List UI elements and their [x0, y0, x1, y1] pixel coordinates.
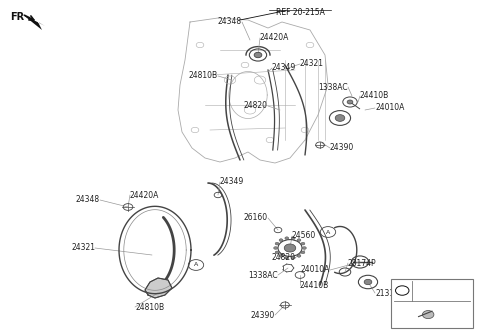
Text: 24321: 24321 [300, 59, 324, 69]
Circle shape [422, 310, 434, 319]
Text: 28174P: 28174P [348, 258, 377, 267]
Text: 21312A: 21312A [375, 289, 404, 297]
FancyBboxPatch shape [391, 279, 473, 328]
Text: 24410B: 24410B [300, 281, 329, 290]
Text: 24820: 24820 [244, 101, 268, 111]
Circle shape [254, 52, 262, 58]
Circle shape [285, 237, 288, 240]
Text: 24010A: 24010A [300, 265, 330, 275]
Circle shape [364, 279, 372, 285]
Text: 24820: 24820 [271, 253, 295, 262]
Polygon shape [22, 14, 45, 30]
Text: 24390: 24390 [251, 310, 275, 320]
Text: 24348: 24348 [218, 17, 242, 27]
Text: 26160: 26160 [244, 213, 268, 222]
Text: A: A [326, 229, 330, 235]
Text: 1: 1 [400, 288, 405, 294]
Circle shape [275, 242, 279, 245]
Circle shape [279, 255, 283, 257]
Text: REF 20-215A: REF 20-215A [276, 8, 324, 17]
Text: 24348: 24348 [76, 196, 100, 205]
Text: 24420A: 24420A [260, 34, 289, 42]
Circle shape [275, 251, 279, 254]
Circle shape [301, 242, 305, 245]
Circle shape [335, 115, 345, 121]
Text: 24321: 24321 [71, 244, 95, 252]
Circle shape [347, 100, 353, 104]
Circle shape [291, 237, 295, 240]
Circle shape [297, 239, 301, 242]
Circle shape [291, 256, 295, 259]
Polygon shape [145, 278, 172, 298]
Text: 1338AC: 1338AC [318, 83, 348, 91]
Circle shape [279, 239, 283, 242]
Text: 24410B: 24410B [360, 91, 389, 100]
Text: 24560: 24560 [292, 232, 316, 241]
Circle shape [285, 256, 288, 259]
Text: FR: FR [10, 12, 24, 22]
Text: 24810B: 24810B [189, 72, 218, 81]
Text: 24390: 24390 [330, 143, 354, 153]
Text: 24420A: 24420A [130, 191, 159, 200]
Text: 24349: 24349 [272, 64, 296, 73]
Circle shape [297, 255, 301, 257]
Text: 1140HG: 1140HG [415, 286, 446, 295]
Circle shape [284, 244, 296, 252]
Text: 24349: 24349 [220, 177, 244, 186]
Text: 24010A: 24010A [375, 103, 404, 113]
Text: 24810B: 24810B [135, 302, 164, 311]
Text: A: A [194, 262, 198, 267]
Circle shape [301, 251, 305, 254]
Circle shape [302, 247, 306, 249]
Text: 1338AC: 1338AC [248, 270, 278, 280]
Circle shape [274, 247, 277, 249]
